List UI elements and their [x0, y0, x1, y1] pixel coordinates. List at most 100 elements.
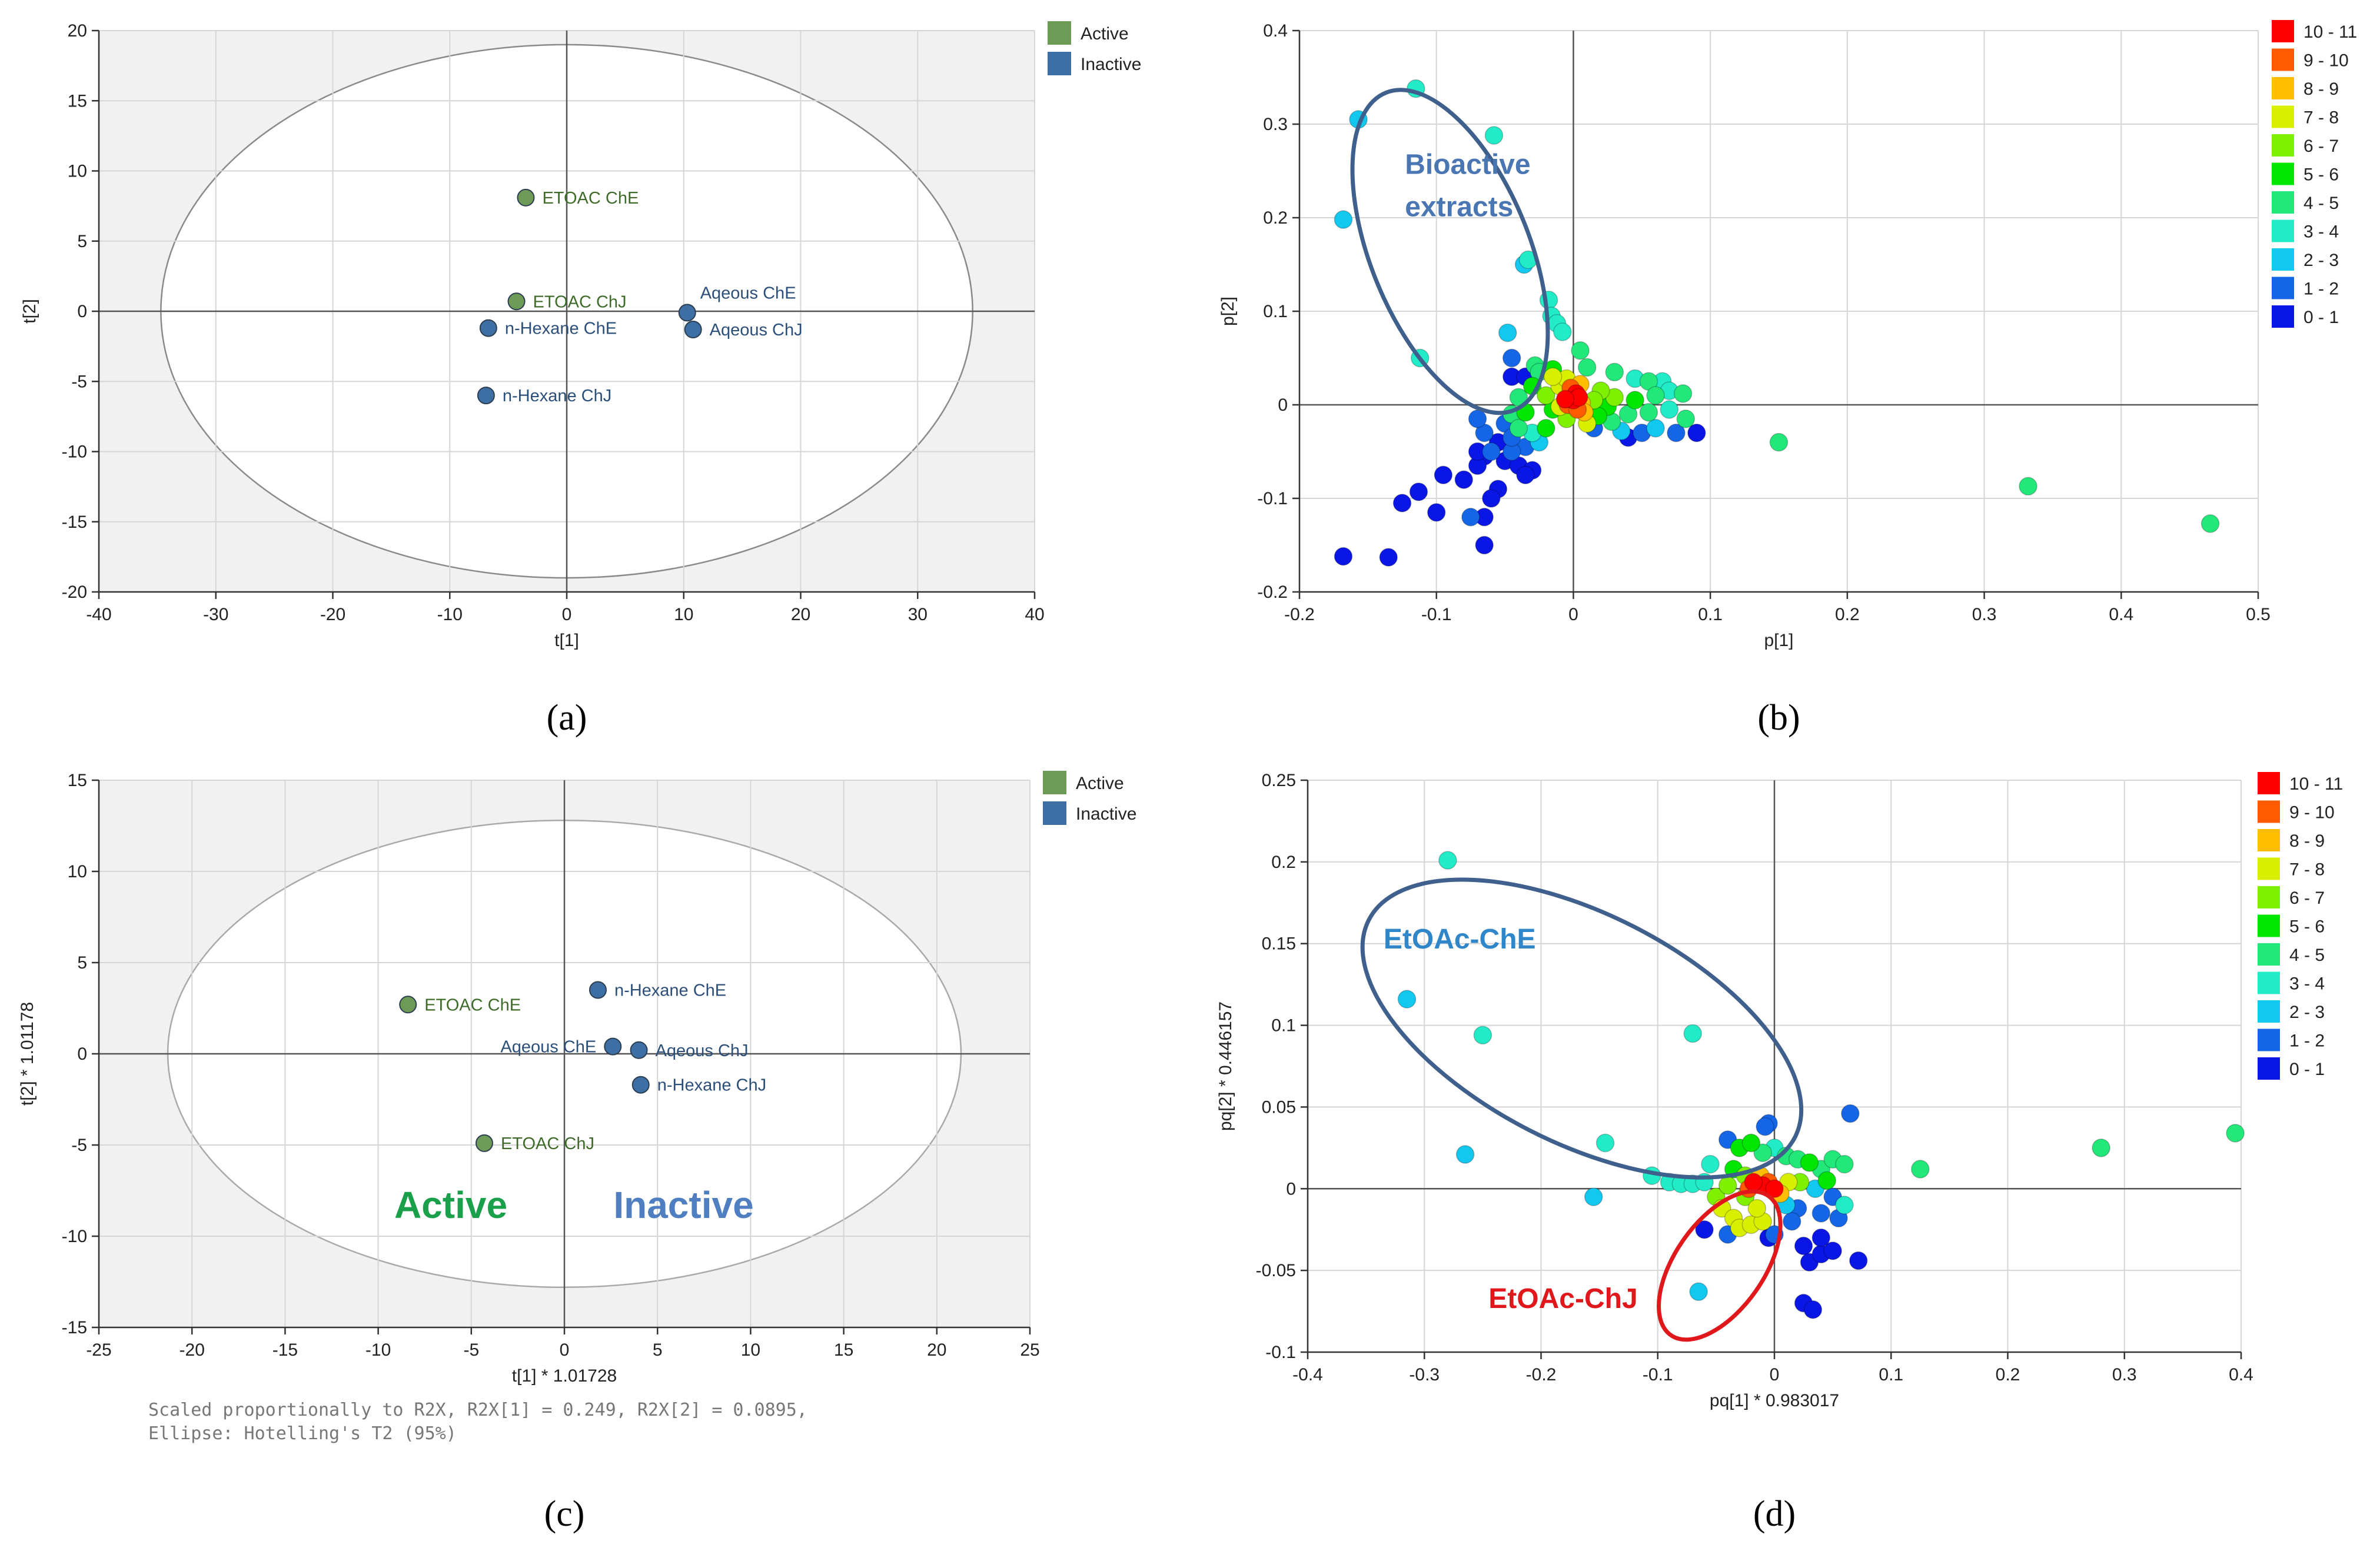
legend-swatch: [2272, 105, 2294, 128]
x-tick-label: 20: [927, 1340, 946, 1360]
legend-label: Inactive: [1076, 804, 1136, 824]
legend-swatch: [2258, 971, 2280, 994]
legend-swatch: [2272, 20, 2294, 42]
point-label: ETOAC ChJ: [501, 1134, 594, 1153]
highlight-ellipse: [1657, 1189, 1783, 1342]
score-point: [475, 1134, 493, 1152]
loading-point: [1753, 1143, 1772, 1162]
loading-point: [1626, 391, 1644, 410]
legend-label: 8 - 9: [2289, 831, 2325, 851]
loading-point: [1835, 1196, 1854, 1214]
loading-point: [1455, 1145, 1475, 1164]
legend-label: 9 - 10: [2303, 51, 2349, 71]
x-tick-label: 0.5: [2246, 605, 2271, 624]
footnote-text: Scaled proportionally to R2X, R2X[1] = 0…: [148, 1400, 807, 1420]
loading-point: [1502, 348, 1521, 368]
loading-point: [1409, 482, 1428, 501]
annotation-text: EtOAc-ChE: [1384, 924, 1536, 955]
legend-label: 2 - 3: [2303, 251, 2339, 270]
loading-point: [1817, 1171, 1836, 1190]
x-tick-label: -20: [180, 1340, 205, 1360]
legend-swatch: [2258, 772, 2280, 794]
loading-point: [1397, 990, 1417, 1009]
loading-point: [2019, 477, 2037, 496]
legend-swatch: [2272, 305, 2294, 328]
x-tick-label: 10: [741, 1340, 760, 1360]
loading-point: [1782, 1212, 1801, 1231]
legend-swatch: [2258, 943, 2280, 966]
legend-label: 2 - 3: [2289, 1003, 2325, 1022]
legend-swatch: [2258, 829, 2280, 851]
x-tick-label: -15: [272, 1340, 298, 1360]
loading-point: [1800, 1153, 1819, 1172]
x-tick-label: -0.2: [1526, 1365, 1557, 1384]
group-label: Inactive: [613, 1184, 753, 1226]
x-tick-label: 0.2: [1835, 605, 1860, 624]
loading-point: [1841, 1104, 1860, 1123]
x-tick-label: 0.4: [2229, 1365, 2253, 1384]
loading-point: [1676, 410, 1696, 428]
loading-point: [1605, 362, 1624, 382]
y-tick-label: 0.1: [1271, 1016, 1296, 1036]
y-tick-label: -5: [71, 372, 87, 391]
loading-point: [1334, 210, 1353, 229]
x-tick-label: 0: [1568, 605, 1578, 624]
y-tick-label: -15: [62, 512, 87, 532]
legend-label: 10 - 11: [2303, 22, 2357, 42]
panel-d-pq-loading-plot: -0.4 -0.3 -0.2 -0.1 0 0.1 0.2 0.3 0.4 -0.1 -0.05 0 0…: [1216, 771, 2343, 1534]
y-tick-label: 20: [68, 21, 87, 41]
legend-swatch: [2272, 48, 2294, 71]
legend-label: Inactive: [1081, 55, 1141, 74]
loading-point: [1756, 1117, 1774, 1136]
x-tick-label: 0.2: [1996, 1365, 2020, 1384]
loading-point: [1811, 1204, 1831, 1223]
x-tick-label: -30: [203, 605, 228, 624]
legend-label: 1 - 2: [2289, 1031, 2325, 1051]
point-label: n-Hexane ChJ: [503, 387, 611, 405]
y-tick-label: 0: [77, 1044, 87, 1064]
y-axis-label: t[2] * 1.01178: [18, 1002, 37, 1106]
legend-label: 1 - 2: [2303, 279, 2339, 299]
legend-swatch: [2258, 886, 2280, 908]
loading-point: [1741, 1133, 1761, 1153]
loading-point: [1689, 1282, 1708, 1301]
point-label: ETOAC ChJ: [533, 292, 627, 311]
y-tick-label: 0.2: [1263, 208, 1288, 228]
panel-caption: (a): [547, 698, 587, 738]
highlight-ellipse: [1360, 877, 1804, 1180]
loading-point: [1498, 323, 1517, 342]
y-tick-label: -10: [62, 1227, 87, 1246]
x-tick-label: -5: [463, 1340, 479, 1360]
loading-point: [1555, 390, 1575, 409]
x-tick-label: 0: [562, 605, 572, 624]
loading-point: [1911, 1160, 1930, 1179]
point-label: n-Hexane ChE: [505, 319, 617, 338]
footnote-text: Ellipse: Hotelling's T2 (95%): [148, 1423, 457, 1444]
y-tick-label: 0: [1278, 395, 1288, 415]
loading-point: [1718, 1176, 1737, 1195]
score-point: [477, 387, 495, 405]
legend-label: Active: [1081, 24, 1129, 44]
loading-point: [1577, 358, 1597, 377]
annotation-text: Bioactive: [1405, 149, 1530, 180]
x-tick-label: 30: [908, 605, 928, 624]
loading-point: [1765, 1179, 1784, 1199]
loading-point: [1454, 470, 1474, 489]
loading-point: [2226, 1124, 2245, 1143]
loading-point: [1379, 548, 1398, 567]
loading-point: [1769, 432, 1789, 452]
annotation-text: extracts: [1405, 191, 1513, 222]
panel-caption: (c): [544, 1494, 585, 1534]
y-axis-label: pq[2] * 0.446157: [1216, 1001, 1235, 1131]
loading-point: [2092, 1139, 2110, 1157]
loading-point: [1584, 1187, 1603, 1206]
panel-caption: (d): [1753, 1494, 1796, 1534]
y-tick-label: 0.2: [1271, 853, 1296, 872]
group-label: Active: [394, 1184, 507, 1226]
legend-swatch: [1048, 21, 1071, 45]
point-label: Aqeous ChE: [700, 284, 796, 302]
loading-point: [1701, 1154, 1720, 1174]
x-tick-label: -25: [86, 1340, 111, 1360]
x-tick-label: 20: [791, 605, 810, 624]
point-label: n-Hexane ChJ: [657, 1076, 766, 1095]
